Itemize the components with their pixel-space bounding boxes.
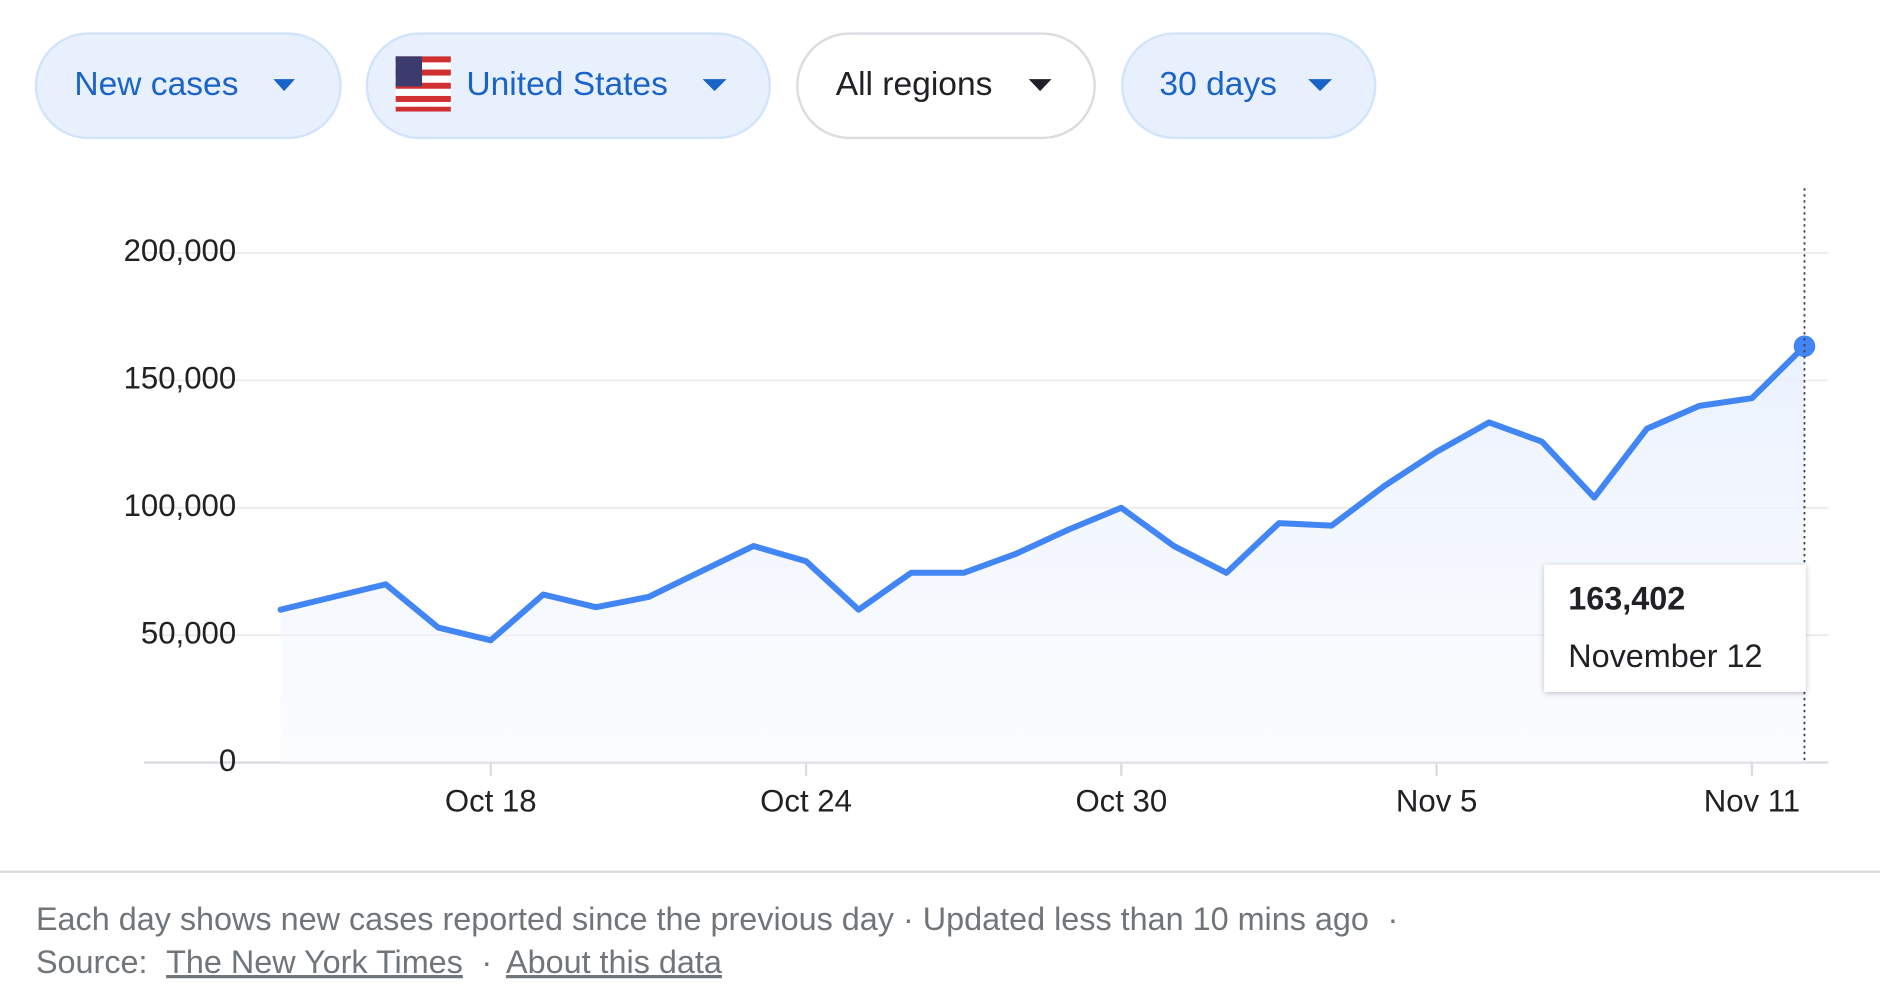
filter-label: All regions xyxy=(836,66,993,103)
x-tick-label: Nov 5 xyxy=(1396,784,1477,819)
y-tick-label: 200,000 xyxy=(124,233,237,268)
tooltip-value: 163,402 xyxy=(1568,580,1685,616)
filter-label: New cases xyxy=(74,66,238,103)
footer-updated: Updated less than 10 mins ago xyxy=(923,900,1369,936)
y-tick-label: 50,000 xyxy=(141,615,236,650)
x-tick-label: Oct 30 xyxy=(1075,784,1167,819)
source-label: Source: xyxy=(36,944,148,980)
filter-regions[interactable]: All regions xyxy=(796,32,1096,140)
footer-line: Each day shows new cases reported since … xyxy=(36,900,1398,936)
x-tick-label: Oct 18 xyxy=(445,784,537,819)
y-tick-label: 150,000 xyxy=(124,361,237,396)
about-link[interactable]: About this data xyxy=(506,944,722,980)
filter-label: United States xyxy=(466,66,668,103)
tooltip-date: November 12 xyxy=(1568,638,1762,674)
footer-source: Source: The New York Times · About this … xyxy=(36,944,722,980)
separator: · xyxy=(1387,900,1398,936)
line xyxy=(277,343,1808,644)
separator: · xyxy=(903,900,914,936)
tooltip: 163,402 November 12 xyxy=(1544,564,1806,692)
filter-new-cases[interactable]: New cases xyxy=(34,32,342,140)
area xyxy=(280,346,1805,763)
plot: 0 50,000 100,000 150,000 200,000 Oct 18 Oct 24… xyxy=(124,233,1829,819)
y-tick-label: 100,000 xyxy=(124,488,237,523)
filter-period[interactable]: 30 days xyxy=(1121,32,1377,140)
x-tick-label: Oct 24 xyxy=(760,784,852,819)
separator: · xyxy=(481,944,492,980)
source-link[interactable]: The New York Times xyxy=(166,944,463,980)
x-tick-label: Nov 11 xyxy=(1704,784,1800,819)
flag-icon xyxy=(395,56,451,112)
y-tick-label: 0 xyxy=(219,743,236,778)
footer-note: Each day shows new cases reported since … xyxy=(36,900,895,936)
filter-label: 30 days xyxy=(1159,66,1277,103)
filter-country[interactable]: United States xyxy=(365,32,771,140)
